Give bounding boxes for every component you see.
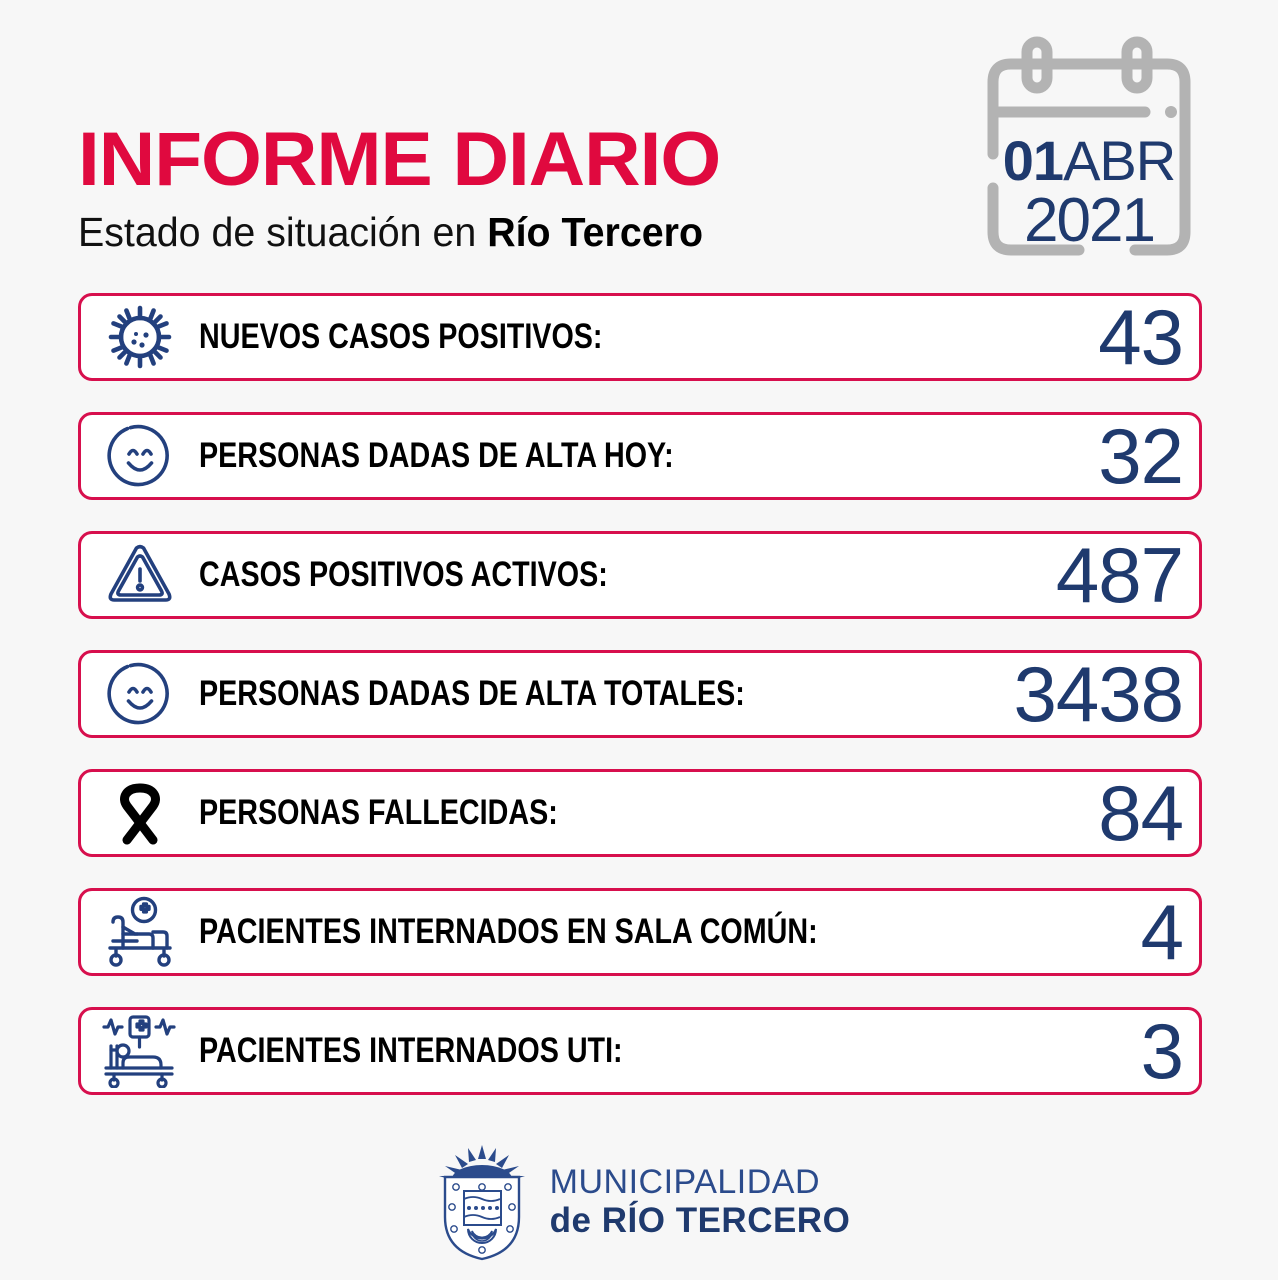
- stat-value: 84: [1098, 769, 1184, 857]
- stat-label: PERSONAS FALLECIDAS:: [199, 793, 558, 832]
- stat-label: PACIENTES INTERNADOS UTI:: [199, 1031, 623, 1070]
- stat-value: 4: [1140, 888, 1184, 976]
- stat-value: 3: [1140, 1007, 1184, 1095]
- page-title: INFORME DIARIO: [78, 117, 721, 202]
- hospital-bed-icon: [81, 888, 199, 976]
- calendar-month: ABR: [1063, 129, 1176, 192]
- stat-row-altas-totales: PERSONAS DADAS DE ALTA TOTALES: 3438: [78, 650, 1202, 738]
- stat-label: PERSONAS DADAS DE ALTA HOY:: [199, 436, 674, 475]
- stat-row-nuevos-casos: NUEVOS CASOS POSITIVOS: 43: [78, 293, 1202, 381]
- stat-value: 32: [1098, 412, 1184, 500]
- stat-row-casos-activos: CASOS POSITIVOS ACTIVOS: 487: [78, 531, 1202, 619]
- municipality-name: MUNICIPALIDAD de RÍO TERCERO: [550, 1163, 851, 1241]
- calendar-year: 2021: [1024, 186, 1156, 255]
- calendar-day: 01: [1002, 129, 1064, 192]
- smiley-face-icon: [81, 650, 199, 738]
- stat-label: NUEVOS CASOS POSITIVOS:: [199, 317, 603, 356]
- smiley-face-icon: [81, 412, 199, 500]
- stat-label: PERSONAS DADAS DE ALTA TOTALES:: [199, 674, 745, 713]
- municipality-line-2: de RÍO TERCERO: [549, 1201, 851, 1240]
- title-block: INFORME DIARIO Estado de situación en Rí…: [78, 122, 729, 255]
- virus-icon: [81, 293, 199, 381]
- calendar-icon: [987, 36, 1191, 256]
- stat-value: 487: [1055, 531, 1184, 619]
- stat-row-internados-uti: PACIENTES INTERNADOS UTI: 3: [78, 1007, 1202, 1095]
- rio-tercero-coat-of-arms-icon: [438, 1145, 525, 1261]
- page-subtitle: Estado de situación en Río Tercero: [78, 210, 703, 254]
- municipality-line-1: MUNICIPALIDAD: [549, 1163, 821, 1201]
- header: INFORME DIARIO Estado de situación en Rí…: [0, 0, 1278, 288]
- warning-triangle-icon: [81, 531, 199, 619]
- stat-row-fallecidas: PERSONAS FALLECIDAS: 84: [78, 769, 1202, 857]
- footer: MUNICIPALIDAD de RÍO TERCERO: [0, 1124, 1278, 1280]
- stat-value: 3438: [1013, 650, 1184, 738]
- stat-row-altas-hoy: PERSONAS DADAS DE ALTA HOY: 32: [78, 412, 1202, 500]
- subtitle-prefix: Estado de situación en: [78, 209, 488, 255]
- calendar-date-badge: 01ABR 2021: [975, 36, 1203, 276]
- municipality-logo-block: MUNICIPALIDAD de RÍO TERCERO: [428, 1143, 851, 1261]
- stats-list: NUEVOS CASOS POSITIVOS: 43 PERSONAS DADA…: [78, 293, 1202, 1126]
- stat-value: 43: [1098, 293, 1184, 381]
- stat-row-internados-sala-comun: PACIENTES INTERNADOS EN SALA COMÚN: 4: [78, 888, 1202, 976]
- mourning-ribbon-icon: [81, 769, 199, 857]
- subtitle-place: Río Tercero: [487, 209, 704, 255]
- icu-bed-monitor-icon: [81, 1007, 199, 1095]
- calendar-text: 01ABR 2021: [975, 132, 1203, 252]
- stat-label: PACIENTES INTERNADOS EN SALA COMÚN:: [199, 912, 818, 951]
- stat-label: CASOS POSITIVOS ACTIVOS:: [199, 555, 608, 594]
